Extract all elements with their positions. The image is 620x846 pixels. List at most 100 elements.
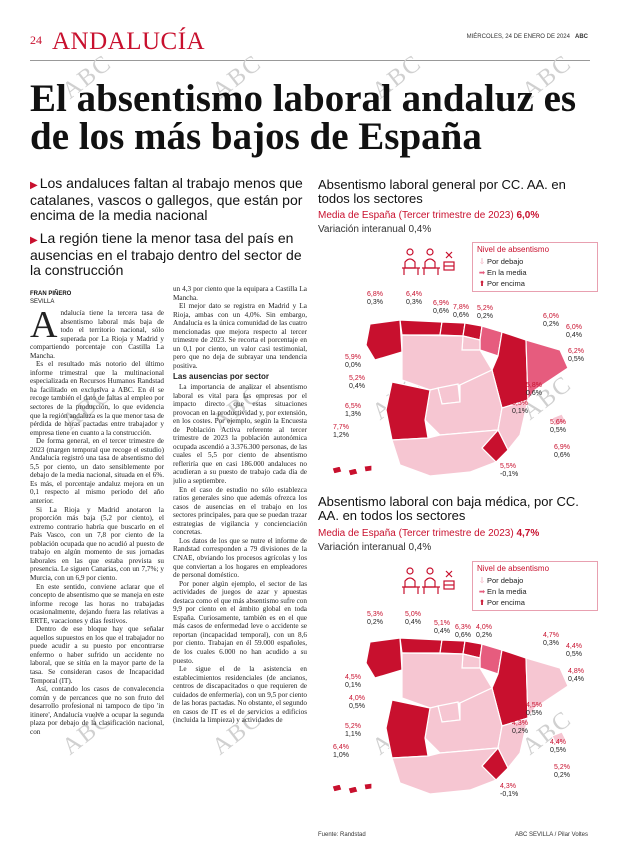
region-label-cantabria: 5,1% 0,4% — [434, 620, 450, 635]
variation-label: Variación interanual — [318, 224, 406, 235]
region-label-murcia: 5,2% 0,2% — [554, 764, 570, 779]
paragraph: En este sentido, conviene aclarar que el… — [30, 582, 164, 625]
region-label-castilla-leon: 4,5% 0,1% — [345, 674, 361, 689]
region-label-andalucia: 5,5% -0,1% — [500, 463, 519, 478]
paragraph: La importancia de analizar el absentismo… — [173, 383, 307, 486]
region-label-comunidad-valenciana: 5,8% 0,6% — [526, 382, 542, 397]
region-label-canarias: 7,7% 1,2% — [333, 424, 349, 439]
subhead-2: ▶ La región tiene la menor tasa del país … — [30, 231, 308, 278]
region-extremadura — [385, 381, 431, 441]
subhead-text: La región tiene la menor tasa del país e… — [30, 230, 302, 278]
chart-2-legend: Nivel de absentismo ⇩ Por debajo ➡ En la m… — [472, 561, 598, 611]
region-baleares — [551, 413, 567, 427]
arrow-right-icon: ➡ — [478, 587, 486, 596]
page-header: 24 ANDALUCÍA MIÉRCOLES, 24 DE ENERO DE 2… — [0, 0, 620, 62]
region-label-canarias: 6,4% 1,0% — [333, 744, 349, 759]
section-title: ANDALUCÍA — [52, 28, 206, 55]
legend-label: En la media — [487, 268, 527, 277]
paragraph: Es el resultado más notorio del último i… — [30, 360, 164, 437]
region-navarra — [479, 325, 503, 357]
region-label-extremadura: 6,5% 1,3% — [345, 403, 361, 418]
dateline: MIÉRCOLES, 24 DE ENERO DE 2024 ABC — [467, 34, 588, 40]
region-comunidad-valenciana — [497, 717, 529, 770]
body-column-2: un 4,3 por ciento que la equipara a Cast… — [173, 285, 307, 833]
region-label-cataluna: 4,4% 0,5% — [566, 643, 582, 658]
chart-credit: ABC SEVILLA / Pilar Voltes — [514, 832, 588, 838]
region-canarias — [331, 464, 373, 477]
headline: El absentismo laboral andaluz es de los … — [30, 77, 577, 158]
legend-label: Por debajo — [487, 257, 524, 266]
paragraph: Los datos de los que se nutre el informe… — [173, 536, 307, 580]
masthead: ABC — [575, 34, 588, 40]
paragraph: ndalucía tiene la tercera tasa de absent… — [30, 309, 164, 360]
legend-item-avg: ➡ En la media — [477, 267, 593, 278]
average-value: 4,7% — [516, 528, 540, 539]
chart-2-map — [331, 637, 569, 795]
region-label-comunidad-valenciana: 4,5% 0,5% — [526, 702, 542, 717]
region-label-madrid: 5,2% 0,4% — [349, 375, 365, 390]
region-label-extremadura: 5,2% 1,1% — [345, 723, 361, 738]
legend-item-below: ⇩ Por debajo — [477, 256, 593, 267]
paragraph: Así, contando los casos de convalecencia… — [30, 685, 164, 736]
region-label-la-rioja: 5,2% 0,2% — [477, 305, 493, 320]
region-label-aragon: 4,8% 0,4% — [568, 668, 584, 683]
region-asturias — [399, 319, 443, 336]
region-label-asturias: 5,0% 0,4% — [405, 611, 421, 626]
paragraph: Dentro de ese bloque hay que señalar aqu… — [30, 625, 164, 685]
chart-1-title: Absentismo laboral general por CC. AA. e… — [318, 177, 566, 206]
arrow-up-icon: ⬆ — [478, 598, 486, 607]
region-label-cataluna: 6,0% 0,4% — [566, 324, 582, 339]
variation-label: Variación interanual — [318, 542, 406, 553]
region-label-castilla-la-mancha: 4,3% 0,2% — [512, 720, 528, 735]
paragraph: Le sigue el de la asistencia en establec… — [173, 665, 307, 725]
chart-2-title: Absentismo laboral con baja médica, por … — [318, 494, 579, 523]
region-asturias — [399, 637, 443, 654]
region-label-asturias: 6,4% 0,3% — [406, 291, 422, 306]
region-galicia — [365, 637, 403, 679]
paragraph: Si La Rioja y Madrid anotaron la proporc… — [30, 505, 164, 582]
region-label-aragon: 6,2% 0,5% — [568, 348, 584, 363]
region-baleares — [551, 731, 567, 745]
average-label: Media de España (Tercer trimestre de 202… — [318, 528, 514, 539]
arrow-up-icon: ⬆ — [478, 279, 486, 288]
legend-label: Por debajo — [487, 576, 524, 585]
arrow-down-icon: ⇩ — [478, 576, 486, 585]
region-label-pais-vasco: 6,3% 0,6% — [455, 624, 471, 639]
region-castilla-la-mancha — [424, 687, 503, 754]
region-label-andalucia: 4,3% -0,1% — [500, 783, 519, 798]
region-navarra — [479, 643, 503, 675]
byline-place: SEVILLA — [30, 299, 55, 305]
region-label-baleares: 5,6% 0,5% — [550, 419, 566, 434]
region-cataluna — [525, 657, 569, 720]
average-label: Media de España (Tercer trimestre de 202… — [318, 210, 514, 221]
paragraph: Por poner algún ejemplo, el sector de la… — [173, 579, 307, 665]
chart-1-variation: Variación interanual 0,4% — [318, 224, 431, 235]
chart-2-variation: Variación interanual 0,4% — [318, 542, 431, 553]
region-label-castilla-la-mancha: 5,5% 0,1% — [512, 400, 528, 415]
triangle-icon: ▶ — [30, 235, 38, 246]
subhead-1: ▶ Los andaluces faltan al trabajo menos q… — [30, 176, 308, 223]
region-castilla-la-mancha — [424, 369, 503, 436]
arrow-down-icon: ⇩ — [478, 257, 486, 266]
region-label-cantabria: 6,9% 0,6% — [433, 300, 449, 315]
chart-1-map — [331, 319, 569, 477]
region-extremadura — [385, 699, 431, 759]
triangle-icon: ▶ — [30, 180, 38, 191]
paragraph: un 4,3 por ciento que la equipara a Cast… — [173, 285, 307, 302]
region-label-castilla-leon: 5,9% 0,0% — [345, 354, 361, 369]
arrow-right-icon: ➡ — [478, 268, 486, 277]
paragraph: En el caso de estudio no sólo establezca… — [173, 485, 307, 537]
variation-value: 0,4% — [408, 542, 432, 553]
page-number: 24 — [30, 33, 42, 47]
legend-title: Nivel de absentismo — [477, 564, 550, 573]
office-workers-icon — [400, 246, 458, 276]
region-label-galicia: 5,3% 0,2% — [367, 611, 383, 626]
legend-title: Nivel de absentismo — [477, 245, 550, 254]
office-workers-icon — [400, 565, 458, 595]
region-label-madrid: 4,0% 0,5% — [349, 695, 365, 710]
chart-1-legend: Nivel de absentismo ⇩ Por debajo ➡ En la m… — [472, 242, 598, 292]
legend-item-below: ⇩ Por debajo — [477, 575, 593, 586]
legend-item-avg: ➡ En la media — [477, 586, 593, 597]
chart-1-average: Media de España (Tercer trimestre de 202… — [318, 210, 539, 221]
chart-2-average: Media de España (Tercer trimestre de 202… — [318, 528, 539, 539]
